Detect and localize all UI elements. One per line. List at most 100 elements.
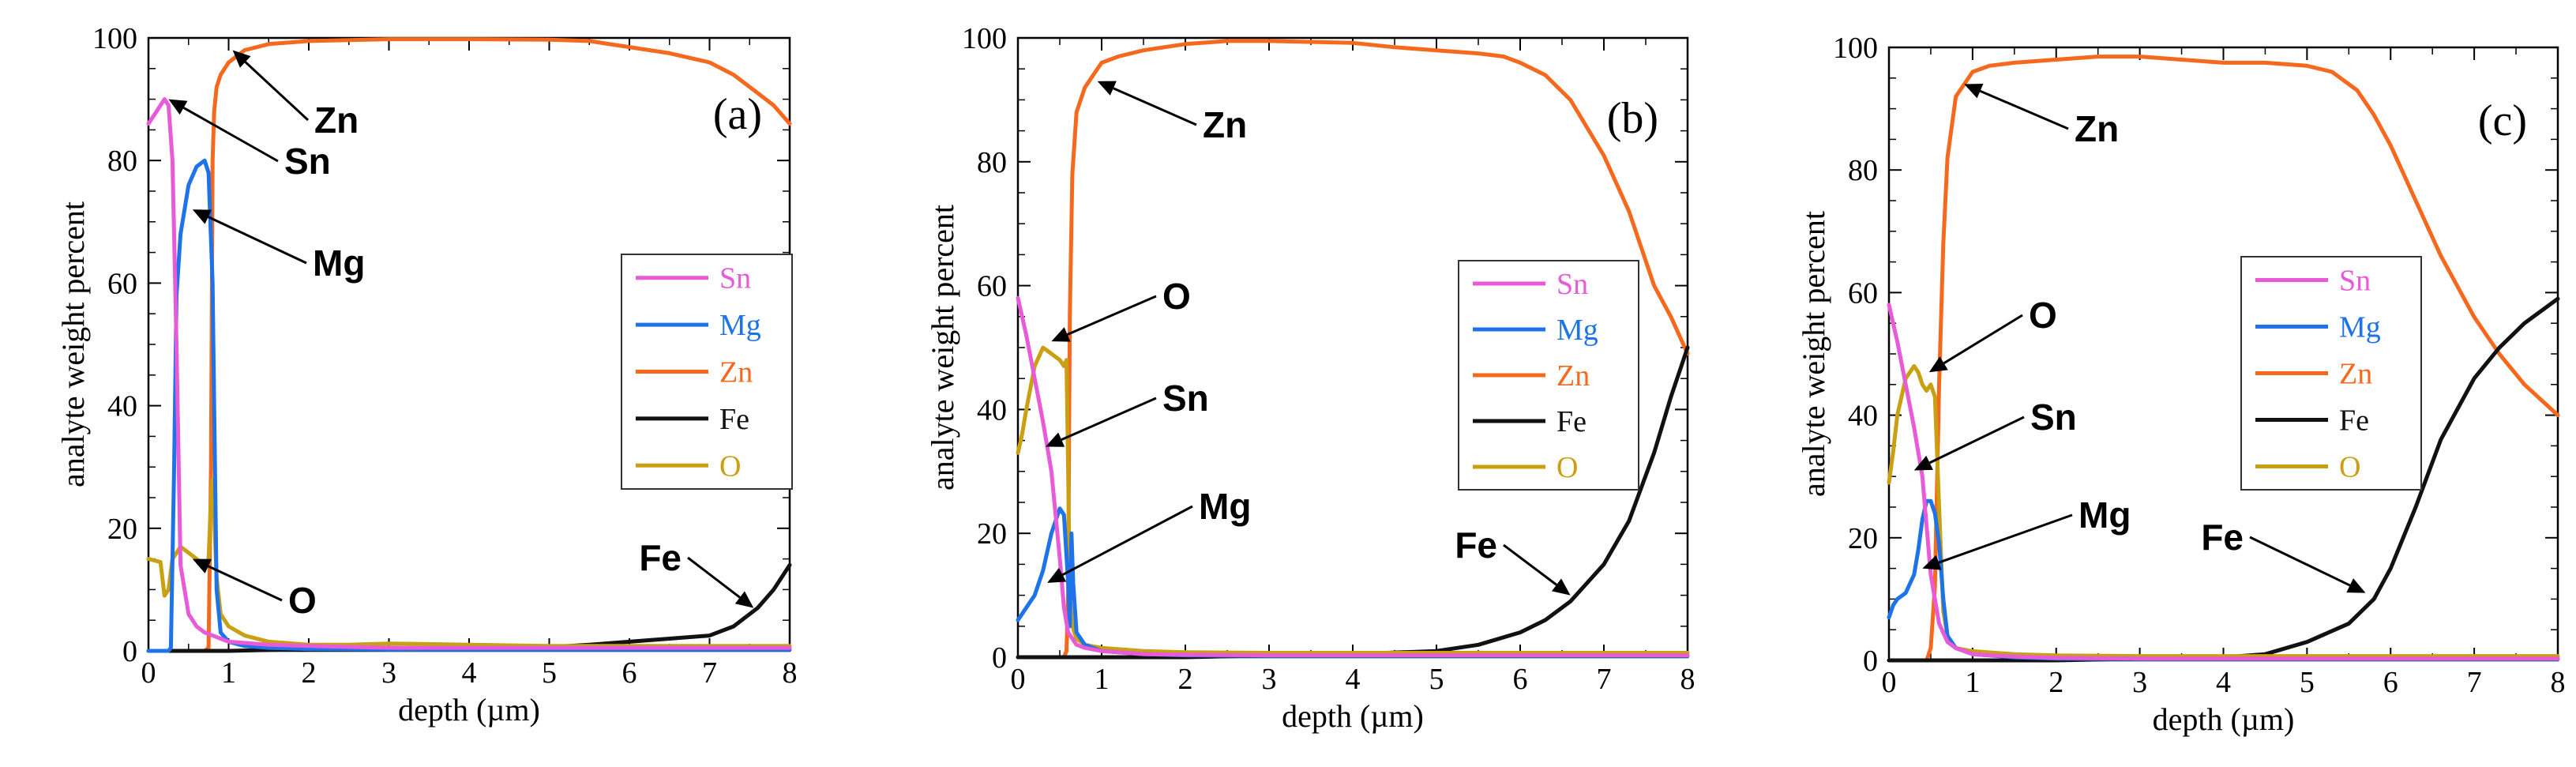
- annotation-arrowhead: [1051, 327, 1071, 342]
- legend-label-fe: Fe: [1556, 405, 1587, 438]
- y-tick-label: 0: [1863, 645, 1878, 678]
- legend: Sn Mg Zn Fe O: [2240, 256, 2422, 491]
- annotation-label-sn: Sn: [284, 141, 331, 182]
- y-tick-label: 40: [107, 390, 137, 423]
- annotation-arrowhead: [192, 209, 212, 224]
- annotation-label-sn: Sn: [1162, 378, 1209, 419]
- legend-label-mg: Mg: [719, 309, 761, 342]
- annotation-arrow-line: [1113, 87, 1197, 126]
- y-tick-label: 80: [107, 145, 137, 178]
- x-tick-label: 7: [2467, 666, 2482, 699]
- y-tick-label: 60: [977, 270, 1007, 303]
- annotation-arrow-line: [208, 565, 283, 602]
- annotation-label-zn: Zn: [314, 100, 359, 141]
- x-tick-label: 2: [1178, 663, 1193, 696]
- annotation-arrow-line: [1938, 513, 2073, 564]
- legend-label-sn: Sn: [2339, 265, 2371, 298]
- x-tick-label: 5: [1429, 663, 1444, 696]
- x-tick-label: 0: [1011, 663, 1026, 696]
- legend-label-o: O: [1556, 451, 1578, 484]
- x-tick-label: 4: [1346, 663, 1361, 696]
- x-tick-label: 5: [542, 656, 557, 690]
- y-tick-label: 60: [107, 267, 137, 300]
- series-line-zn: [1887, 55, 2560, 663]
- x-tick-label: 1: [1965, 666, 1980, 699]
- annotation-arrow-line: [1943, 314, 2023, 365]
- annotation-arrowhead: [1913, 455, 1933, 471]
- x-tick-label: 0: [1882, 666, 1897, 699]
- x-tick-label: 5: [2300, 666, 2315, 699]
- annotation-arrowhead: [232, 50, 251, 68]
- panel-label: (c): [2478, 96, 2527, 145]
- legend-label-fe: Fe: [2339, 404, 2369, 438]
- annotation-arrowhead: [1047, 567, 1067, 583]
- legend: Sn Mg Zn Fe O: [621, 254, 793, 490]
- annotation-arrowhead: [1922, 555, 1942, 570]
- y-axis-label: analyte weight percent: [925, 205, 960, 491]
- x-tick-label: 1: [221, 656, 236, 690]
- x-tick-label: 6: [2383, 666, 2398, 699]
- annotation-arrowhead: [2346, 578, 2366, 593]
- series-line-zn: [1016, 39, 1690, 660]
- annotation-arrow-line: [1928, 415, 2025, 464]
- annotation-arrowhead: [192, 558, 212, 573]
- y-tick-label: 100: [1833, 32, 1878, 65]
- x-tick-label: 7: [702, 656, 717, 690]
- legend-label-zn: Zn: [2339, 358, 2372, 391]
- x-axis-label: depth (µm): [2153, 701, 2295, 737]
- annotation-arrowhead: [1552, 578, 1571, 596]
- series-line-sn: [146, 97, 792, 650]
- series-line-sn: [1887, 303, 2560, 661]
- x-tick-label: 3: [381, 656, 396, 690]
- annotation-arrow-line: [2249, 536, 2351, 587]
- x-tick-label: 0: [141, 656, 156, 690]
- y-tick-label: 60: [1848, 276, 1878, 310]
- annotation-label-mg: Mg: [2078, 494, 2131, 536]
- legend-label-sn: Sn: [1556, 268, 1588, 301]
- x-tick-label: 1: [1095, 663, 1110, 696]
- y-tick-label: 20: [1848, 522, 1878, 555]
- y-tick-label: 100: [962, 22, 1007, 55]
- panel-label: (a): [713, 90, 762, 139]
- plot-area-frame: [1887, 46, 2559, 662]
- annotation-arrowhead: [1045, 432, 1065, 447]
- x-tick-label: 6: [622, 656, 637, 690]
- annotation-label-fe: Fe: [1455, 524, 1497, 566]
- series-line-zn: [146, 37, 792, 653]
- legend-label-fe: Fe: [719, 403, 749, 436]
- annotation-label-fe: Fe: [639, 537, 682, 578]
- y-tick-label: 100: [92, 22, 137, 55]
- annotation-arrowhead: [1928, 356, 1948, 373]
- annotation-arrowhead: [734, 591, 754, 608]
- annotation-arrow-line: [208, 216, 307, 265]
- x-tick-label: 6: [1513, 663, 1528, 696]
- x-axis-label: depth (µm): [1282, 698, 1424, 734]
- y-axis-label: analyte weight percent: [55, 201, 91, 487]
- annotation-arrowhead: [1964, 84, 1984, 99]
- y-tick-label: 80: [1848, 154, 1878, 187]
- legend: Sn Mg Zn Fe O: [1458, 260, 1639, 491]
- annotation-label-mg: Mg: [1199, 486, 1251, 527]
- y-tick-label: 80: [977, 146, 1007, 179]
- x-tick-label: 8: [2551, 666, 2566, 699]
- annotation-label-sn: Sn: [2030, 397, 2077, 438]
- y-tick-label: 0: [122, 635, 137, 668]
- legend-label-sn: Sn: [719, 262, 751, 295]
- y-tick-label: 20: [107, 513, 137, 546]
- annotation-label-mg: Mg: [313, 243, 365, 284]
- y-tick-label: 20: [977, 517, 1007, 551]
- y-tick-label: 40: [977, 393, 1007, 427]
- legend-label-zn: Zn: [1556, 359, 1590, 393]
- legend-label-mg: Mg: [2339, 311, 2381, 344]
- annotation-arrow-line: [1503, 543, 1557, 586]
- annotation-arrow-line: [1979, 89, 2069, 130]
- annotation-label-o: O: [288, 580, 317, 621]
- x-axis-label: depth (µm): [398, 692, 540, 728]
- annotation-label-zn: Zn: [2075, 108, 2119, 149]
- legend-label-zn: Zn: [719, 356, 753, 389]
- annotation-arrow-line: [687, 556, 741, 599]
- x-tick-label: 4: [462, 656, 477, 690]
